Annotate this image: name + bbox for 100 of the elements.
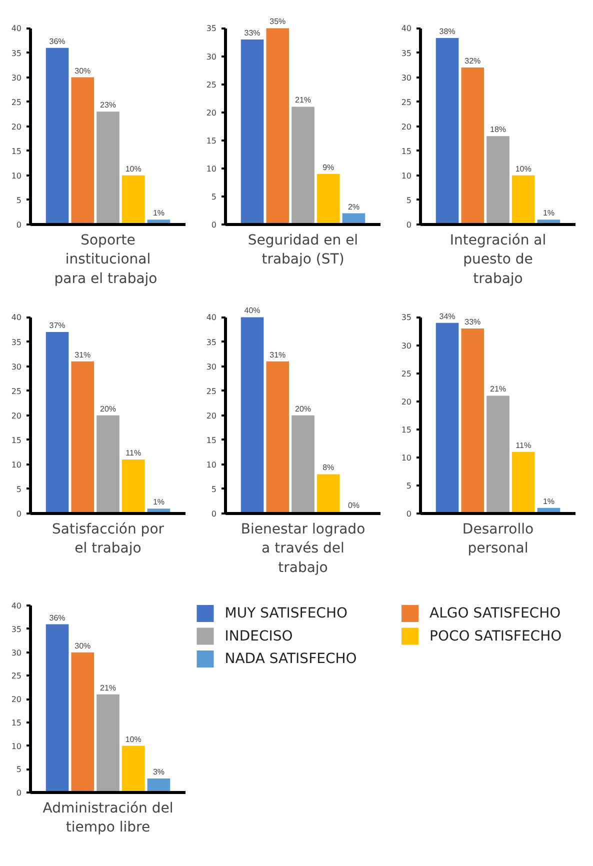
bar — [292, 415, 314, 514]
y-tick-label: 10 — [11, 171, 22, 180]
data-label: 10% — [515, 164, 532, 174]
y-tick-label: 15 — [11, 436, 22, 445]
x-axis-title: Soporte institucional para el trabajo — [54, 232, 158, 287]
y-tick-label: 40 — [11, 24, 22, 34]
bar — [486, 396, 510, 514]
y-tick-label: 40 — [11, 313, 22, 322]
y-tick-label: 35 — [401, 313, 412, 322]
bar — [436, 322, 459, 514]
data-label: 10% — [125, 734, 142, 744]
bar — [96, 694, 120, 792]
y-tick-label: 35 — [11, 48, 22, 58]
y-tick-label: 5 — [211, 192, 217, 202]
y-tick-label: 25 — [206, 80, 217, 90]
data-label: 3% — [152, 767, 165, 776]
y-tick-label: 20 — [206, 411, 217, 420]
y-tick-label: 15 — [11, 718, 22, 728]
y-tick-label: 35 — [11, 624, 22, 634]
y-tick-label: 20 — [11, 411, 22, 420]
bar — [46, 48, 69, 224]
data-label: 1% — [542, 496, 555, 506]
bar — [122, 746, 145, 792]
y-tick-label: 5 — [211, 484, 217, 494]
data-label: 20% — [294, 404, 312, 414]
y-tick-label: 25 — [11, 98, 22, 107]
bar — [71, 361, 94, 514]
data-label: 8% — [322, 463, 334, 472]
y-tick-label: 0 — [16, 220, 22, 230]
y-tick-label: 25 — [206, 386, 217, 396]
data-label: 1% — [152, 498, 165, 507]
bar — [46, 332, 69, 514]
data-label: 11% — [126, 448, 142, 458]
y-tick-label: 15 — [206, 136, 217, 146]
bar — [96, 415, 120, 514]
y-tick-label: 30 — [11, 73, 22, 82]
data-label: 34% — [439, 312, 456, 321]
legend-label: NADA SATISFECHO — [224, 651, 357, 667]
y-tick-label: 0 — [211, 510, 217, 518]
y-tick-label: 0 — [406, 510, 412, 518]
data-label: 33% — [244, 28, 260, 38]
data-label: 32% — [464, 56, 481, 66]
data-label: 38% — [439, 27, 456, 36]
y-tick-label: 10 — [11, 460, 22, 470]
y-tick-label: 35 — [401, 48, 412, 58]
y-tick-label: 20 — [11, 695, 22, 704]
data-label: 33% — [464, 317, 481, 326]
y-tick-label: 5 — [406, 481, 412, 490]
y-tick-label: 10 — [206, 460, 217, 470]
y-tick-label: 0 — [406, 220, 412, 230]
data-label: 20% — [100, 404, 116, 414]
y-tick-label: 30 — [206, 362, 217, 372]
y-tick-label: 5 — [406, 196, 412, 205]
y-tick-label: 5 — [16, 484, 22, 494]
data-label: 11% — [516, 440, 532, 450]
data-label: 36% — [49, 613, 66, 622]
data-label: 21% — [490, 384, 506, 394]
y-tick-label: 15 — [206, 436, 217, 445]
bar — [122, 175, 145, 224]
data-label: 0% — [348, 501, 360, 510]
y-tick-label: 20 — [401, 122, 412, 132]
x-axis-title: Integración al puesto de trabajo — [450, 232, 546, 287]
bar — [512, 452, 535, 514]
y-tick-label: 25 — [11, 386, 22, 396]
data-label: 31% — [270, 350, 286, 360]
y-tick-label: 20 — [11, 122, 22, 132]
legend-label: INDECISO — [224, 628, 293, 644]
bar — [436, 38, 459, 224]
y-tick-label: 40 — [206, 313, 217, 322]
y-tick-label: 5 — [16, 196, 22, 205]
bar — [316, 174, 340, 224]
bar — [316, 474, 340, 514]
y-tick-label: 30 — [206, 52, 217, 62]
y-tick-label: 40 — [11, 602, 22, 611]
y-tick-label: 10 — [401, 171, 412, 180]
y-tick-label: 25 — [401, 369, 412, 378]
legend-label: MUY SATISFECHO — [224, 606, 348, 622]
data-label: 23% — [100, 100, 116, 110]
y-tick-label: 20 — [401, 397, 412, 406]
y-tick-label: 15 — [11, 146, 22, 156]
bar — [486, 136, 510, 224]
data-label: 1% — [152, 208, 165, 218]
y-tick-label: 35 — [11, 338, 22, 347]
data-label: 18% — [490, 125, 506, 134]
data-label: 2% — [348, 202, 360, 212]
y-tick-label: 10 — [401, 453, 412, 462]
y-tick-label: 0 — [16, 788, 22, 798]
legend-label: POCO SATISFECHO — [430, 628, 562, 644]
bar — [96, 112, 120, 224]
legend-label: ALGO SATISFECHO — [430, 606, 561, 622]
y-tick-label: 20 — [206, 108, 217, 118]
bar — [71, 77, 94, 224]
bar — [122, 460, 145, 514]
y-tick-label: 15 — [401, 146, 412, 156]
x-axis-title: Bienestar logrado a través del trabajo — [240, 522, 366, 576]
data-label: 30% — [74, 66, 91, 76]
data-label: 31% — [74, 350, 91, 360]
data-label: 21% — [294, 96, 312, 105]
x-axis-title: Desarrollo personal — [462, 522, 534, 557]
data-label: 35% — [270, 17, 286, 26]
